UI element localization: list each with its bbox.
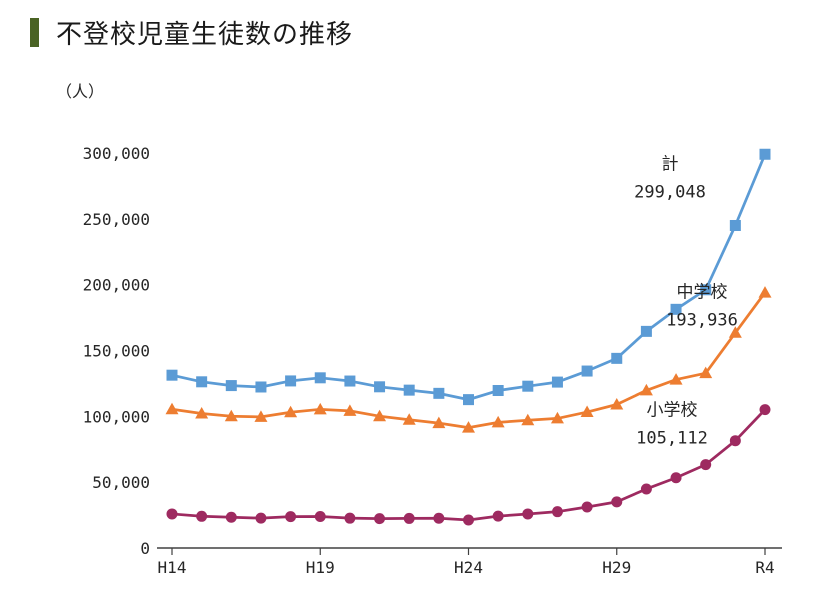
y-tick-label: 150,000	[83, 342, 150, 361]
circle-marker-icon	[492, 510, 504, 522]
square-marker-icon	[729, 219, 741, 231]
series-value-0: 299,048	[634, 182, 706, 202]
series-label-2: 小学校	[647, 401, 698, 420]
square-marker-icon	[700, 284, 712, 296]
square-marker-icon	[551, 376, 563, 388]
circle-marker-icon	[759, 404, 771, 416]
triangle-marker-icon	[165, 402, 179, 415]
square-marker-icon	[670, 303, 682, 315]
circle-marker-icon	[166, 508, 178, 520]
y-tick-label: 300,000	[83, 144, 150, 163]
triangle-marker-icon	[224, 409, 238, 422]
x-tick-label: H24	[454, 558, 483, 577]
circle-marker-icon	[433, 512, 445, 524]
circle-marker-icon	[314, 510, 326, 522]
triangle-marker-icon	[639, 383, 653, 396]
x-tick-label: H14	[158, 558, 187, 577]
y-tick-label: 200,000	[83, 276, 150, 295]
circle-marker-icon	[255, 512, 267, 524]
circle-marker-icon	[611, 496, 623, 508]
circle-marker-icon	[729, 435, 741, 447]
series-label-1: 中学校	[677, 283, 728, 302]
triangle-marker-icon	[402, 413, 416, 425]
circle-marker-icon	[374, 513, 386, 525]
circle-marker-icon	[522, 508, 534, 520]
square-marker-icon	[463, 394, 474, 406]
series-value-1: 193,936	[666, 311, 738, 331]
square-marker-icon	[225, 380, 237, 392]
x-tick-label: H29	[602, 558, 631, 577]
triangle-marker-icon	[284, 405, 298, 418]
circle-marker-icon	[670, 472, 682, 484]
triangle-marker-icon	[669, 373, 683, 385]
triangle-marker-icon	[610, 397, 624, 410]
square-marker-icon	[374, 381, 386, 393]
square-marker-icon	[492, 385, 504, 397]
triangle-marker-icon	[728, 326, 742, 338]
circle-marker-icon	[640, 483, 652, 495]
y-axis-unit-label: （人）	[56, 84, 105, 101]
triangle-marker-icon	[550, 411, 564, 424]
circle-marker-icon	[700, 459, 712, 471]
series-label-0: 計	[662, 154, 679, 173]
triangle-marker-icon	[432, 416, 446, 429]
triangle-marker-icon	[758, 286, 772, 298]
square-marker-icon	[166, 369, 178, 381]
square-marker-icon	[196, 376, 208, 388]
y-tick-label: 0	[140, 539, 150, 558]
triangle-marker-icon	[699, 366, 713, 379]
square-marker-icon	[759, 148, 771, 160]
y-tick-label: 250,000	[83, 210, 150, 229]
circle-marker-icon	[225, 511, 237, 523]
triangle-marker-icon	[313, 402, 327, 415]
circle-marker-icon	[463, 514, 474, 526]
line-chart: H14 H19 H24 H29 R4 0 50,000 100,000 150,000 200,0…	[83, 144, 782, 577]
circle-marker-icon	[403, 512, 415, 524]
triangle-marker-icon	[195, 407, 209, 419]
triangle-marker-icon	[373, 409, 387, 422]
square-marker-icon	[344, 375, 356, 387]
square-marker-icon	[255, 381, 267, 393]
square-marker-icon	[522, 380, 534, 392]
circle-marker-icon	[285, 511, 297, 523]
circle-marker-icon	[344, 512, 356, 524]
triangle-marker-icon	[254, 410, 268, 422]
triangle-marker-icon	[580, 405, 594, 418]
square-marker-icon	[314, 372, 326, 384]
triangle-marker-icon	[462, 421, 475, 433]
y-tick-label: 50,000	[92, 473, 150, 492]
circle-marker-icon	[551, 506, 563, 518]
square-marker-icon	[403, 384, 415, 396]
square-marker-icon	[581, 365, 593, 377]
triangle-marker-icon	[521, 413, 535, 426]
y-tick-label: 100,000	[83, 407, 150, 426]
triangle-marker-icon	[343, 404, 357, 416]
x-tick-label: R4	[755, 558, 774, 577]
chart-title: 不登校児童生徒数の推移	[56, 19, 354, 49]
square-marker-icon	[611, 352, 623, 364]
square-marker-icon	[433, 387, 445, 399]
x-tick-label: H19	[306, 558, 335, 577]
circle-marker-icon	[196, 510, 208, 522]
title-accent-bar	[30, 18, 39, 47]
chart-header: 不登校児童生徒数の推移	[30, 14, 353, 51]
circle-marker-icon	[581, 501, 593, 513]
square-marker-icon	[285, 375, 297, 387]
triangle-marker-icon	[491, 415, 505, 428]
square-marker-icon	[640, 325, 652, 337]
series-value-2: 105,112	[636, 429, 708, 449]
